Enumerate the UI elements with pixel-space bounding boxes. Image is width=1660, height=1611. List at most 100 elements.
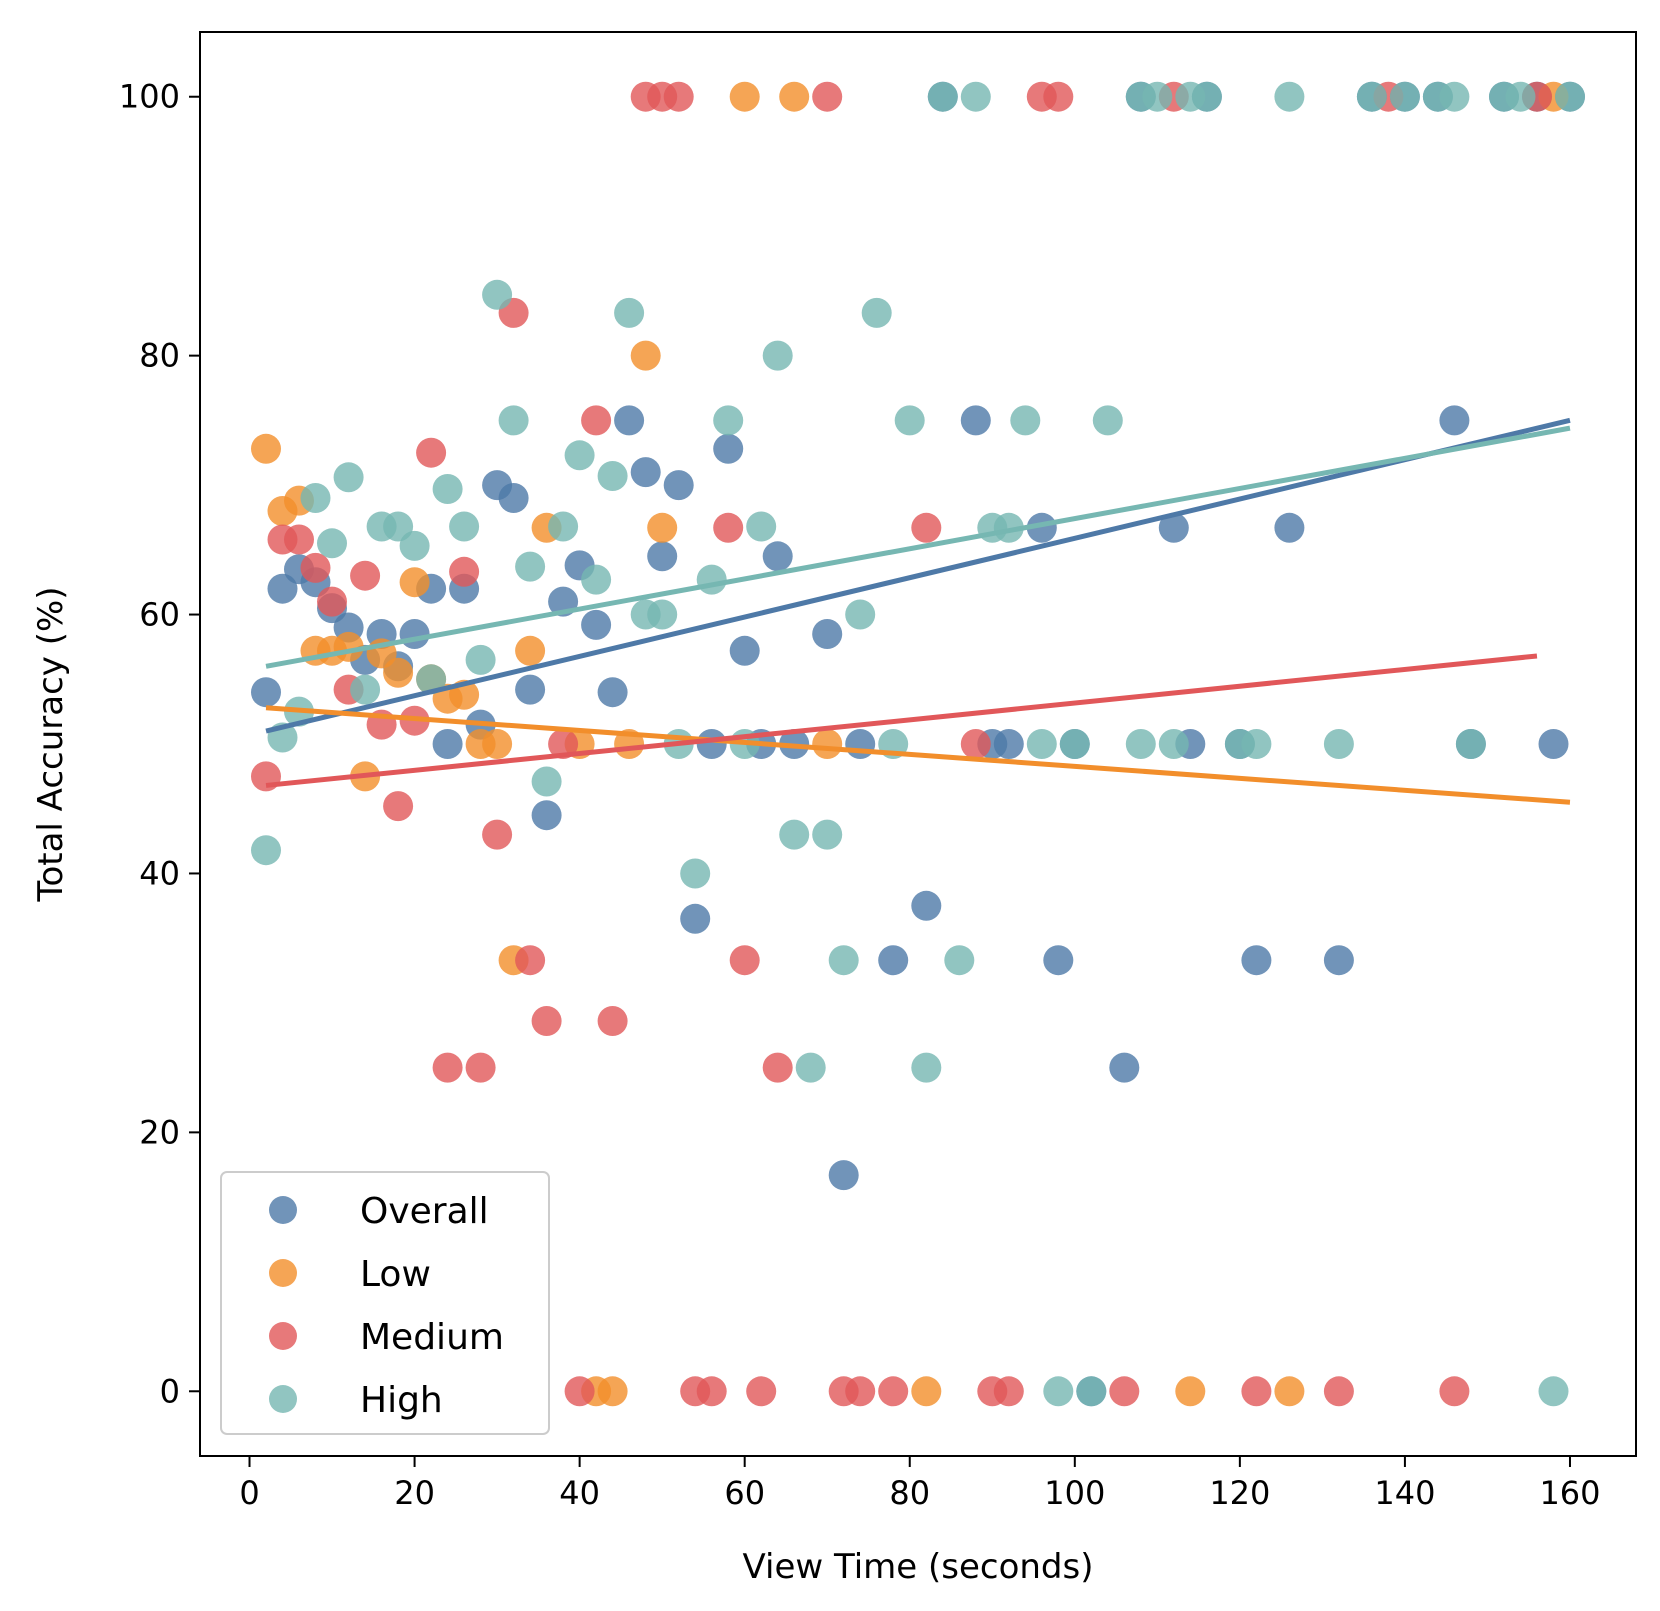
point-high xyxy=(795,1052,826,1083)
point-low xyxy=(911,1376,942,1407)
x-tick-label: 40 xyxy=(559,1474,600,1512)
point-high xyxy=(300,483,331,513)
y-axis-label: Total Accuracy (%) xyxy=(31,586,71,902)
plot-frame xyxy=(199,31,1637,1457)
y-tick-label: 80 xyxy=(139,337,180,375)
point-high xyxy=(812,819,843,850)
point-low xyxy=(647,512,678,543)
point-medium xyxy=(911,512,942,543)
point-overall xyxy=(960,405,991,436)
y-tick-label: 100 xyxy=(119,78,180,116)
point-medium xyxy=(960,729,991,759)
point-overall xyxy=(1241,945,1272,976)
x-tick-label: 120 xyxy=(1209,1474,1270,1512)
point-high xyxy=(1191,81,1222,112)
point-overall xyxy=(1043,945,1074,976)
point-low xyxy=(630,340,661,371)
x-tick-label: 140 xyxy=(1374,1474,1435,1512)
x-tick-label: 0 xyxy=(239,1474,259,1512)
point-overall xyxy=(762,541,793,572)
point-high xyxy=(1274,81,1305,112)
point-overall xyxy=(432,729,463,759)
point-medium xyxy=(663,81,694,112)
point-medium xyxy=(746,1376,777,1407)
y-tick-label: 0 xyxy=(160,1372,180,1410)
point-medium xyxy=(993,1376,1024,1407)
trend-layer xyxy=(265,417,1571,805)
y-tick-label: 40 xyxy=(139,854,180,892)
point-high xyxy=(845,599,876,630)
point-medium xyxy=(251,761,281,792)
legend-box xyxy=(220,1171,550,1435)
point-overall xyxy=(498,483,529,513)
legend-label-medium: Medium xyxy=(360,1317,504,1358)
point-medium xyxy=(597,1006,628,1036)
point-high xyxy=(1389,81,1420,112)
point-high xyxy=(680,858,711,889)
point-medium xyxy=(317,586,347,617)
point-high xyxy=(1059,729,1090,759)
point-low xyxy=(1175,1376,1206,1407)
point-overall xyxy=(729,635,760,666)
x-tick-label: 20 xyxy=(394,1474,435,1512)
point-overall xyxy=(812,619,843,649)
point-medium xyxy=(465,1052,496,1083)
point-high xyxy=(581,564,612,595)
point-high xyxy=(828,945,859,976)
legend-label-low: Low xyxy=(360,1254,431,1295)
point-low xyxy=(812,729,843,759)
point-overall xyxy=(680,903,711,934)
point-high xyxy=(1356,81,1387,112)
point-medium xyxy=(1241,1376,1272,1407)
legend-marker-overall xyxy=(269,1196,297,1224)
point-medium xyxy=(416,437,447,468)
point-low xyxy=(729,81,760,112)
point-low xyxy=(1274,1376,1305,1407)
point-overall xyxy=(696,729,727,759)
point-overall xyxy=(845,729,876,759)
point-high xyxy=(1010,405,1041,436)
x-tick-label: 160 xyxy=(1539,1474,1600,1512)
point-overall xyxy=(614,405,645,436)
y-axis: 0 20 40 60 80 100 xyxy=(119,78,200,1410)
point-medium xyxy=(432,1052,463,1083)
point-overall xyxy=(1109,1052,1140,1083)
point-high xyxy=(251,835,281,866)
series-medium xyxy=(251,81,1552,1407)
point-high xyxy=(1076,1376,1107,1407)
point-high xyxy=(432,474,463,504)
point-high xyxy=(960,81,991,112)
point-high xyxy=(1323,729,1354,759)
point-high xyxy=(317,528,347,559)
point-medium xyxy=(350,560,381,591)
point-overall xyxy=(878,945,909,976)
point-high xyxy=(927,81,958,112)
point-low xyxy=(399,567,430,598)
point-overall xyxy=(597,677,628,708)
point-medium xyxy=(1323,1376,1354,1407)
point-overall xyxy=(251,677,281,708)
point-high xyxy=(515,551,546,582)
point-overall xyxy=(1323,945,1354,976)
point-medium xyxy=(548,729,579,759)
point-overall xyxy=(515,674,546,705)
point-high xyxy=(465,644,496,675)
point-low xyxy=(251,433,281,464)
point-high xyxy=(1158,729,1189,759)
legend-marker-high xyxy=(269,1385,297,1413)
point-high xyxy=(531,766,562,797)
point-medium xyxy=(878,1376,909,1407)
point-overall xyxy=(1274,512,1305,543)
point-high xyxy=(564,440,595,471)
point-medium xyxy=(300,552,331,583)
trend-line-high xyxy=(265,425,1571,669)
point-medium xyxy=(284,524,314,555)
point-high xyxy=(350,674,381,705)
point-overall xyxy=(713,433,744,464)
point-high xyxy=(614,297,645,328)
point-overall xyxy=(663,470,694,501)
point-medium xyxy=(449,556,480,587)
point-overall xyxy=(531,800,562,831)
point-overall xyxy=(1158,512,1189,543)
x-tick-label: 100 xyxy=(1044,1474,1105,1512)
